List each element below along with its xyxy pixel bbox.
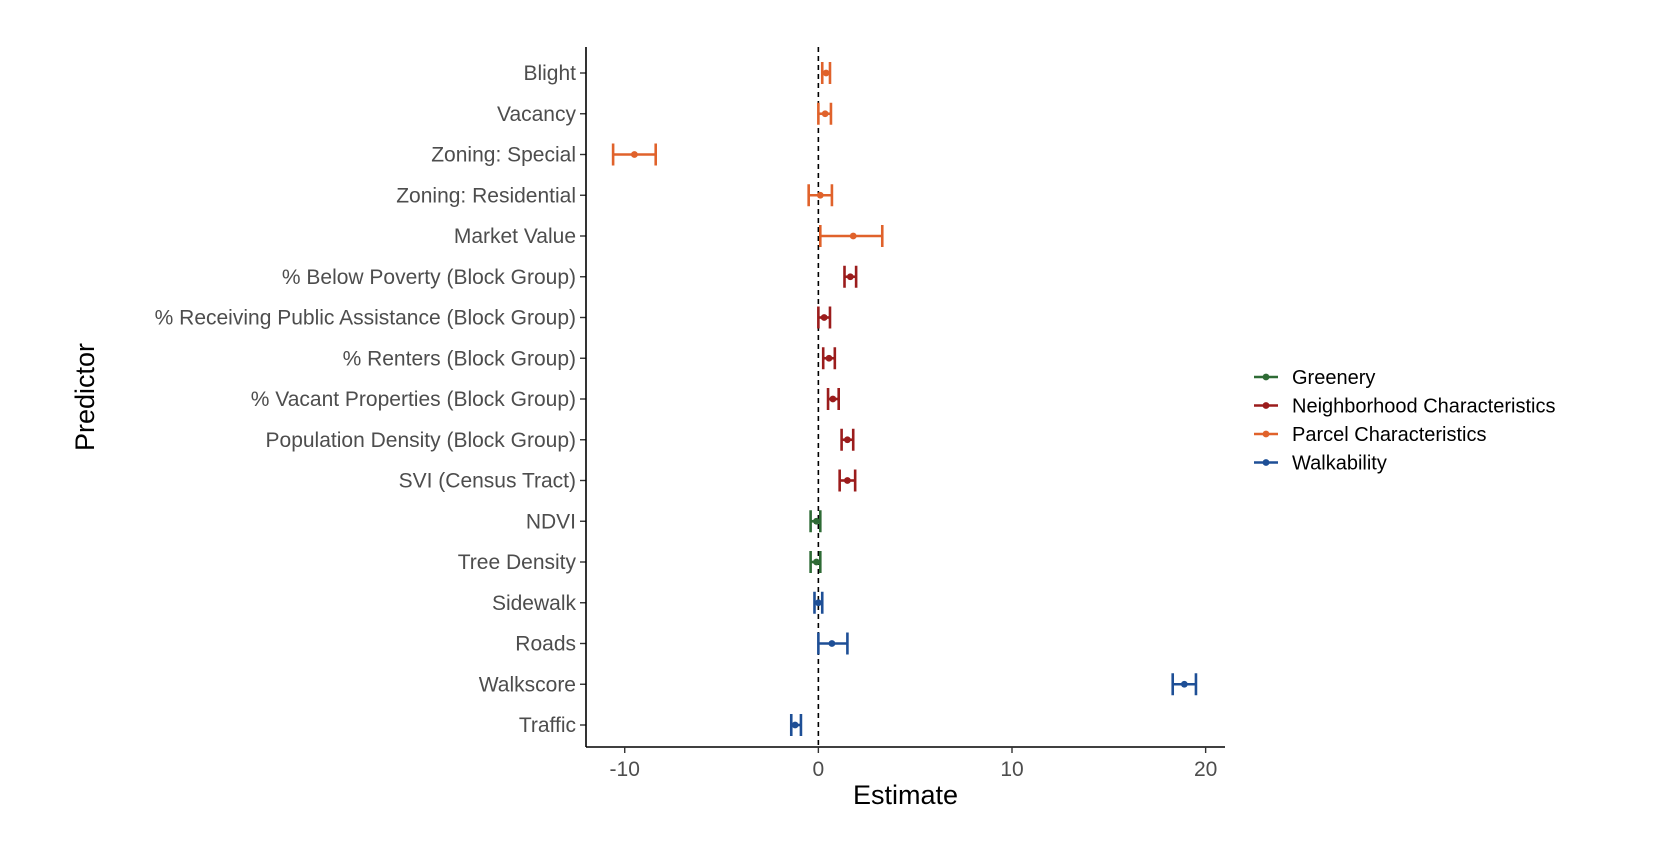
legend: Greenery Neighborhood Characteristics Parc… bbox=[1254, 367, 1555, 475]
estimate-row bbox=[840, 428, 855, 451]
estimate-row bbox=[817, 102, 833, 125]
estimate-row bbox=[821, 347, 837, 370]
estimate-point bbox=[813, 517, 820, 525]
y-tick-label: Tree Density bbox=[458, 551, 577, 574]
y-tick-label: % Renters (Block Group) bbox=[343, 347, 576, 370]
y-tick-label: Roads bbox=[515, 633, 576, 656]
estimate-row bbox=[838, 469, 857, 492]
y-tick-label: Walkscore bbox=[479, 673, 576, 696]
y-tick-label: Vacancy bbox=[497, 103, 576, 126]
y-tick-label: SVI (Census Tract) bbox=[399, 470, 576, 493]
y-tick-label: Traffic bbox=[519, 714, 576, 737]
estimate-point bbox=[846, 273, 854, 281]
estimate-row bbox=[807, 184, 834, 207]
legend-key-point bbox=[1262, 373, 1270, 381]
x-tick-label: 0 bbox=[813, 758, 825, 781]
estimate-row bbox=[813, 591, 824, 614]
estimate-point bbox=[1180, 680, 1188, 688]
legend-key-point bbox=[1262, 430, 1270, 438]
y-tick-label: Zoning: Special bbox=[431, 144, 576, 167]
x-axis-title: Estimate bbox=[853, 780, 958, 810]
legend-item: Walkability bbox=[1254, 453, 1387, 475]
y-axis-title: Predictor bbox=[70, 343, 100, 451]
x-tick-label: -10 bbox=[610, 758, 640, 781]
estimate-point bbox=[849, 232, 857, 240]
estimate-point bbox=[821, 110, 829, 118]
legend-label: Neighborhood Characteristics bbox=[1292, 396, 1555, 418]
estimate-point bbox=[791, 721, 799, 729]
legend-item: Neighborhood Characteristics bbox=[1254, 396, 1555, 418]
legend-item: Parcel Characteristics bbox=[1254, 424, 1487, 446]
x-tick-label: 20 bbox=[1194, 758, 1217, 781]
plot-marks bbox=[611, 47, 1198, 747]
y-tick-label: Blight bbox=[523, 62, 576, 85]
axes: Blight Vacancy Zoning: Special Zoning: Resi… bbox=[155, 47, 1225, 781]
estimate-point bbox=[813, 558, 820, 566]
legend-label: Parcel Characteristics bbox=[1292, 424, 1487, 446]
legend-key-point bbox=[1262, 402, 1270, 409]
estimate-row bbox=[611, 143, 658, 166]
legend-label: Walkability bbox=[1292, 453, 1387, 475]
estimate-row bbox=[1171, 673, 1198, 696]
y-tick-label: Zoning: Residential bbox=[396, 184, 576, 207]
legend-label: Greenery bbox=[1292, 367, 1375, 389]
estimate-point bbox=[631, 151, 638, 158]
estimate-row bbox=[817, 306, 832, 329]
estimate-point bbox=[829, 395, 837, 403]
y-tick-label: % Below Poverty (Block Group) bbox=[282, 266, 576, 289]
estimate-point bbox=[825, 354, 833, 362]
y-tick-label: Market Value bbox=[454, 225, 576, 248]
estimate-row bbox=[809, 551, 822, 573]
legend-item: Greenery bbox=[1254, 367, 1375, 389]
estimate-point bbox=[828, 640, 836, 647]
estimate-point bbox=[844, 436, 851, 444]
estimate-row bbox=[820, 62, 832, 84]
y-tick-label: % Receiving Public Assistance (Block Gro… bbox=[155, 307, 576, 330]
estimate-point bbox=[820, 314, 828, 321]
x-tick-label: 10 bbox=[1000, 758, 1023, 781]
estimate-point bbox=[844, 477, 851, 484]
legend-key-point bbox=[1262, 459, 1270, 466]
estimate-point bbox=[816, 191, 824, 199]
estimate-row bbox=[809, 510, 822, 533]
y-tick-label: Sidewalk bbox=[492, 592, 577, 615]
y-tick-label: % Vacant Properties (Block Group) bbox=[251, 388, 576, 411]
estimate-point bbox=[822, 69, 830, 77]
estimate-row bbox=[789, 714, 803, 736]
estimate-row bbox=[817, 632, 849, 655]
y-tick-label: NDVI bbox=[526, 510, 576, 533]
estimate-row bbox=[826, 388, 840, 410]
estimate-row bbox=[843, 265, 858, 288]
estimate-row bbox=[818, 225, 884, 247]
y-tick-label: Population Density (Block Group) bbox=[266, 429, 576, 452]
estimate-point bbox=[814, 599, 822, 607]
